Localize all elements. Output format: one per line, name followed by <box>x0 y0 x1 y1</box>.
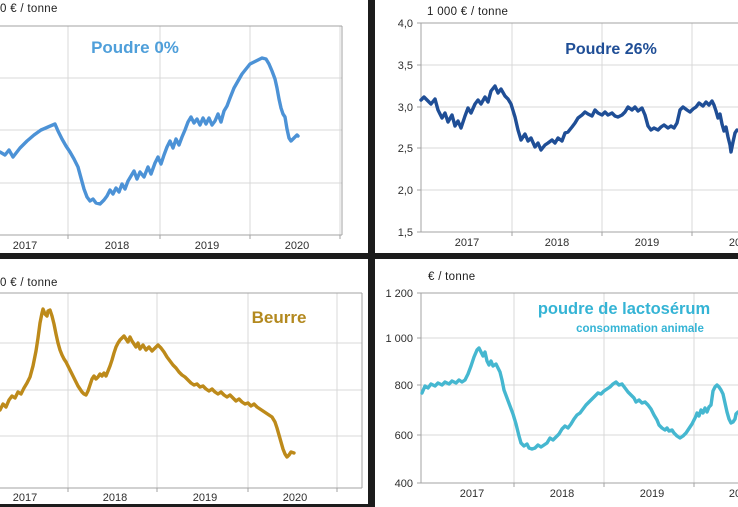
y-tick-label: 1 200 <box>385 288 413 300</box>
x-tick-label: 2019 <box>635 237 659 249</box>
x-tick-label: 2018 <box>550 488 574 500</box>
x-tick-label: 2018 <box>105 240 129 252</box>
x-tick-label: 2017 <box>455 237 479 249</box>
x-tick-label: 2017 <box>13 240 37 252</box>
poudre0-chart-title: Poudre 0% <box>91 38 179 57</box>
chart-poudre-0: 2017 2018 2019 2020 <box>0 25 343 252</box>
series-line-lactoserum <box>420 346 738 451</box>
x-tick-label: 2017 <box>460 488 484 500</box>
y-tick-label: 2,5 <box>398 143 413 155</box>
series-line-poudre-0 <box>0 56 300 206</box>
y-tick-label: 800 <box>395 380 413 392</box>
x-tick-label: 20 <box>729 237 738 249</box>
chart-lactoserum: 2017 2018 2019 20 1 200 1 000 800 600 400 <box>385 288 738 500</box>
x-tick-label: 2020 <box>285 240 309 252</box>
series-line-beurre <box>0 307 296 459</box>
y-tick-label: 4,0 <box>398 18 413 30</box>
x-tick-label: 2020 <box>283 492 307 504</box>
chart-beurre: 2017 2018 2019 2020 <box>0 292 363 504</box>
chart-poudre-26: 2017 2018 2019 20 4,0 3,5 3,0 2,5 2,0 1,5 <box>398 18 738 249</box>
x-tick-label: 2019 <box>640 488 664 500</box>
y-tick-label: 2,0 <box>398 185 413 197</box>
y-tick-label: 600 <box>395 430 413 442</box>
x-tick-label: 20 <box>729 488 738 500</box>
lactoserum-chart-subtitle: consommation animale <box>576 323 704 335</box>
x-tick-label: 2017 <box>13 492 37 504</box>
y-tick-label: 1 000 <box>385 333 413 345</box>
x-tick-label: 2018 <box>545 237 569 249</box>
poudre0-unit-label: 0 € / tonne <box>0 3 58 15</box>
beurre-unit-label: 0 € / tonne <box>0 277 58 289</box>
poudre26-unit-label: 1 000 € / tonne <box>427 6 509 18</box>
y-tick-label: 3,0 <box>398 102 413 114</box>
divider-horizontal <box>0 253 738 259</box>
x-tick-label: 2018 <box>103 492 127 504</box>
x-tick-label: 2019 <box>193 492 217 504</box>
y-tick-label: 400 <box>395 478 413 490</box>
lactoserum-unit-label: € / tonne <box>428 271 476 283</box>
y-tick-label: 3,5 <box>398 60 413 72</box>
lactoserum-chart-title: poudre de lactosérum <box>537 300 711 318</box>
y-tick-label: 1,5 <box>398 227 413 239</box>
series-line-poudre-26 <box>419 84 738 154</box>
beurre-chart-title: Beurre <box>251 308 307 327</box>
poudre26-chart-title: Poudre 26% <box>565 41 657 58</box>
divider-bottom-edge <box>0 504 369 507</box>
x-tick-label: 2019 <box>195 240 219 252</box>
